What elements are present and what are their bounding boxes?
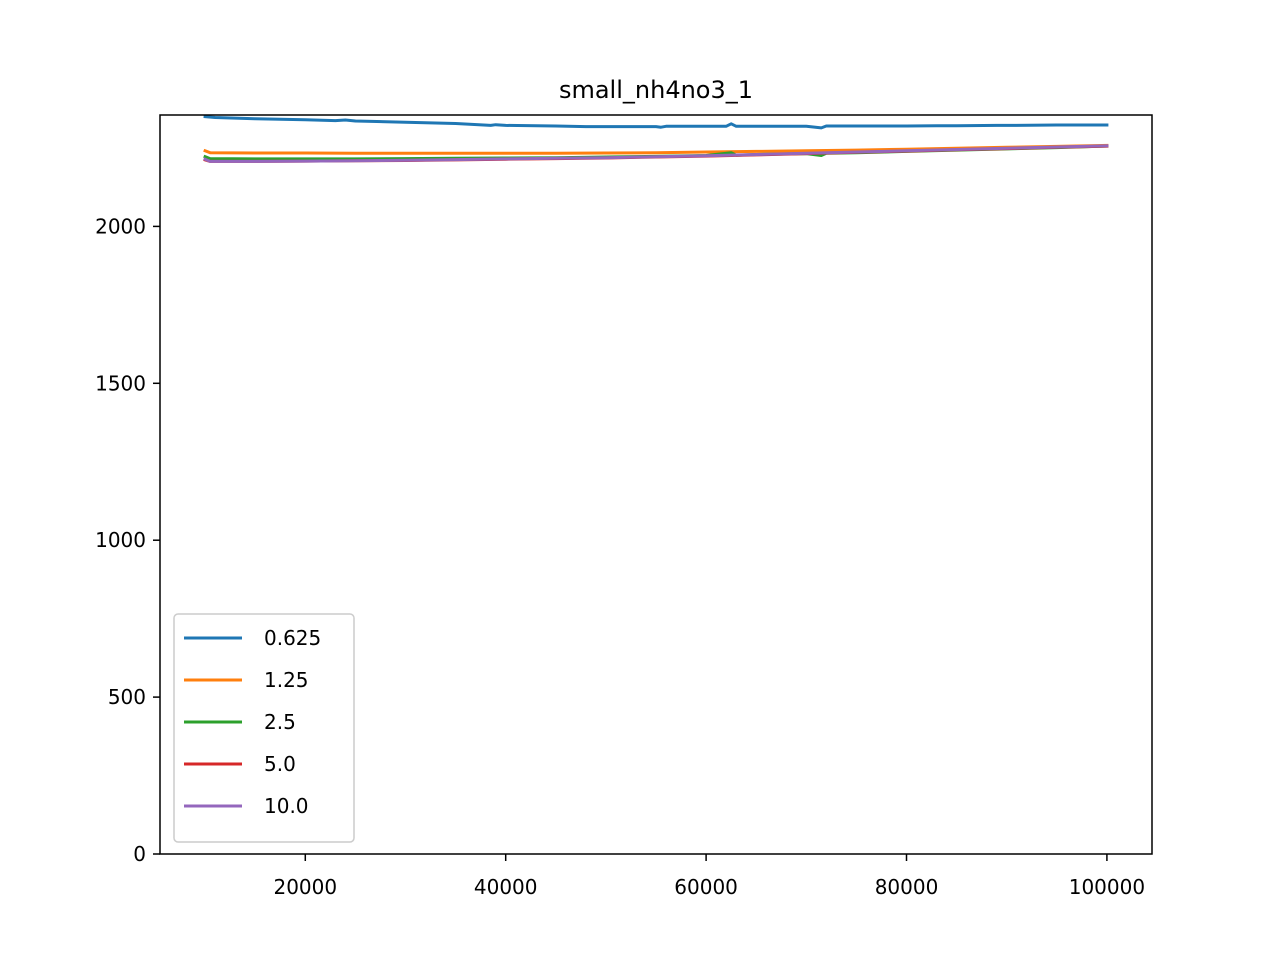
legend: 0.625 1.25 2.5 5.0 10.0 — [173, 613, 355, 843]
y-tick-label: 0 — [133, 842, 146, 866]
x-tick-label: 80000 — [875, 875, 939, 899]
y-tick-label: 1000 — [95, 528, 146, 552]
x-tick-label: 100000 — [1069, 875, 1145, 899]
y-tick-label: 2000 — [95, 214, 146, 238]
series-layer — [203, 115, 1109, 163]
plot-area — [159, 114, 1153, 855]
y-axis: 0 500 1000 1500 2000 — [95, 214, 160, 866]
x-tick-label: 40000 — [474, 875, 538, 899]
y-tick-label: 500 — [108, 685, 146, 709]
series-line-4 — [203, 144, 1109, 163]
legend-box — [173, 613, 355, 843]
series-line-0 — [203, 115, 1109, 130]
legend-label-0: 0.625 — [264, 626, 321, 650]
x-tick-label: 60000 — [674, 875, 738, 899]
legend-label-4: 10.0 — [264, 794, 309, 818]
legend-label-1: 1.25 — [264, 668, 309, 692]
chart-title: small_nh4no3_1 — [559, 76, 753, 104]
x-tick-label: 20000 — [273, 875, 337, 899]
y-tick-label: 1500 — [95, 371, 146, 395]
x-axis: 20000 40000 60000 80000 100000 — [273, 854, 1145, 899]
legend-label-2: 2.5 — [264, 710, 296, 734]
plot-frame — [159, 114, 1153, 855]
legend-label-3: 5.0 — [264, 752, 296, 776]
